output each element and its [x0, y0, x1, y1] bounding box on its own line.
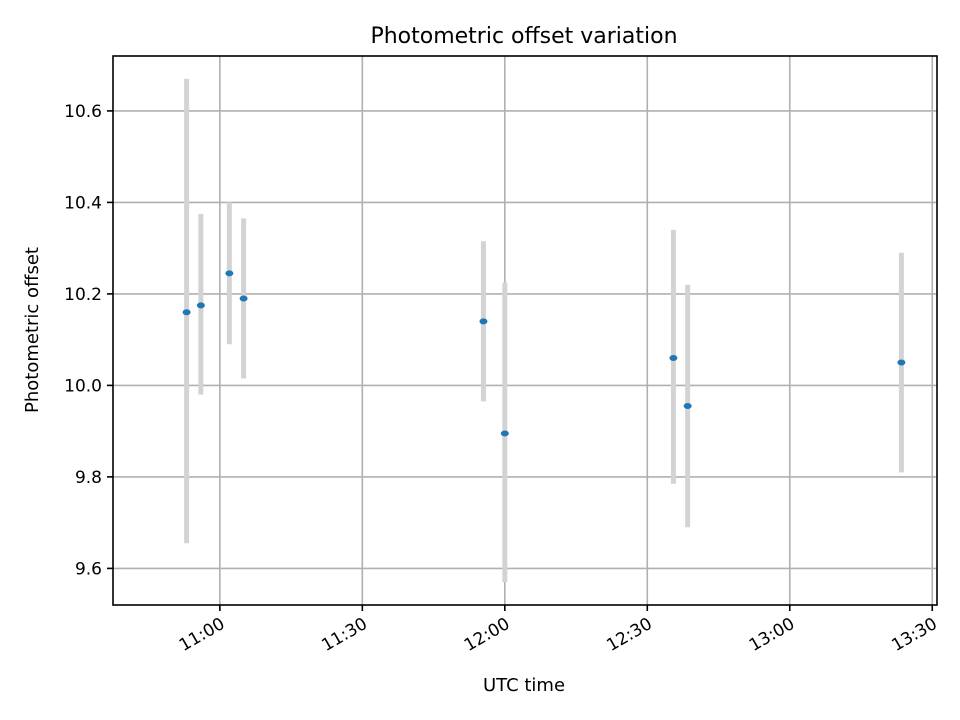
y-tick-label: 10.2	[64, 285, 102, 305]
error-bars	[184, 78, 904, 583]
y-tick-label: 10.6	[64, 102, 102, 122]
data-point	[182, 309, 191, 316]
x-tick-label: 12:30	[603, 614, 655, 656]
data-point	[479, 318, 488, 325]
x-tick-label: 12:00	[461, 614, 513, 656]
y-tick-label: 10.0	[64, 376, 102, 396]
x-tick-label: 13:30	[888, 614, 940, 656]
chart-title: Photometric offset variation	[370, 24, 677, 49]
x-axis-label: UTC time	[483, 675, 565, 696]
x-tick-label: 13:00	[746, 614, 798, 656]
y-tick-label: 9.8	[75, 468, 102, 488]
data-point	[683, 402, 692, 409]
plot-frame	[112, 55, 938, 606]
x-tick-label: 11:30	[318, 614, 370, 656]
data-point	[225, 270, 234, 277]
data-points	[182, 270, 906, 437]
x-tick-label: 11:00	[176, 614, 228, 656]
data-point	[669, 354, 678, 361]
data-point	[196, 302, 205, 309]
grid	[113, 56, 937, 605]
y-tick-label: 9.6	[75, 559, 102, 579]
data-point	[897, 359, 906, 366]
y-tick-label: 10.4	[64, 193, 102, 213]
data-point	[500, 430, 509, 437]
y-axis-label: Photometric offset	[22, 247, 43, 413]
data-point	[239, 295, 248, 302]
